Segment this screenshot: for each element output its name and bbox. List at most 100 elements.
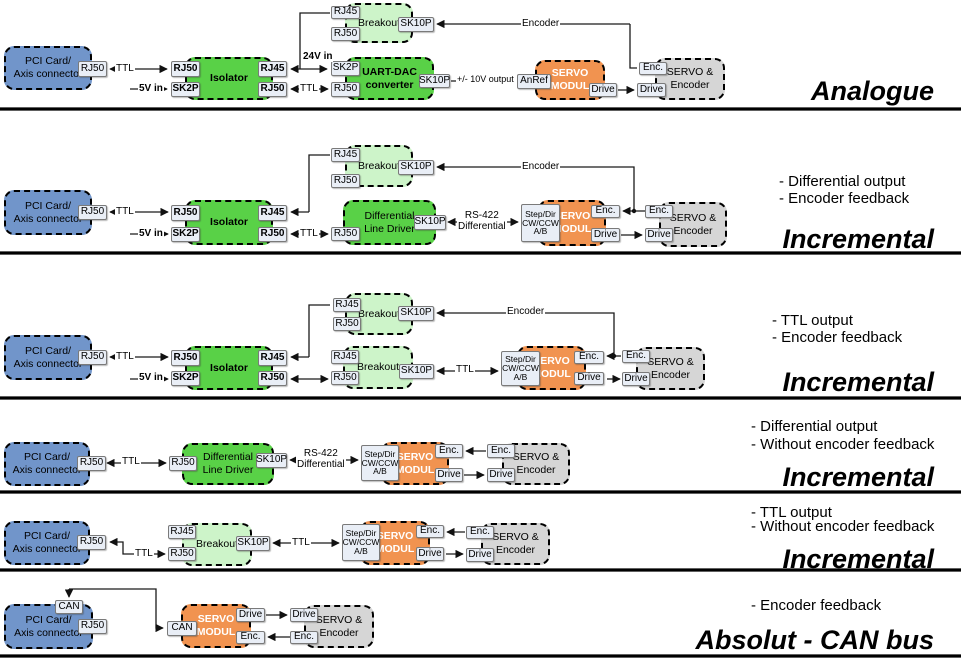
connector-sk10p: SK10P bbox=[398, 160, 434, 175]
wire-label-ttl: TTL bbox=[121, 456, 141, 467]
connector-rj50: RJ50 bbox=[78, 205, 107, 220]
wire bbox=[308, 154, 330, 212]
connector-enc: Enc. bbox=[622, 350, 650, 363]
wire-label-ttl: TTL bbox=[134, 548, 154, 559]
connector-rj45: RJ45 bbox=[333, 298, 361, 312]
connector-enc: Enc. bbox=[236, 631, 265, 644]
wire-label-encoder: Encoder bbox=[521, 18, 561, 29]
connector-sk10p: SK10P bbox=[398, 306, 434, 321]
connector-sk10p: SK10P bbox=[414, 215, 446, 230]
connector-rj45: RJ45 bbox=[258, 205, 287, 221]
row-title-incremental: Incremental bbox=[782, 462, 934, 492]
connector-drive: Drive bbox=[622, 372, 650, 386]
connector-enc: Enc. bbox=[466, 526, 494, 539]
connector-rj50: RJ50 bbox=[258, 82, 287, 97]
connector-rj50: RJ50 bbox=[78, 619, 107, 634]
connector-rj50: RJ50 bbox=[171, 61, 200, 77]
connector-drive: Drive bbox=[487, 468, 515, 482]
connector-can: CAN bbox=[167, 621, 197, 636]
connector-rj50: RJ50 bbox=[169, 456, 197, 471]
connector-drive: Drive bbox=[637, 83, 666, 97]
connector-rj50: RJ50 bbox=[258, 227, 287, 242]
row-title-incremental: Incremental bbox=[782, 367, 934, 397]
connector-rj50: RJ50 bbox=[333, 317, 361, 331]
connector-sk10p: SK10P bbox=[256, 453, 287, 468]
row-title-absolut: Absolut - CAN bus bbox=[695, 625, 934, 655]
connector-enc: Enc. bbox=[435, 444, 463, 458]
connector-sk2p: SK2P bbox=[171, 227, 200, 242]
connector-stepdir: Step/Dir CW/CCW A/B bbox=[501, 351, 540, 386]
feature-bullet: - Without encoder feedback bbox=[751, 436, 935, 453]
connector-enc: Enc. bbox=[290, 631, 318, 644]
connector-stepdir: Step/Dir CW/CCW A/B bbox=[342, 524, 380, 561]
connector-stepdir: Step/Dir CW/CCW A/B bbox=[521, 204, 560, 242]
connector-sk2p: SK2P bbox=[171, 82, 200, 97]
connector-sk2p: SK2P bbox=[171, 371, 200, 386]
wire bbox=[308, 304, 330, 357]
connector-rj50: RJ50 bbox=[331, 227, 360, 241]
pci-card-box: PCI Card/ Axis connector bbox=[4, 190, 92, 235]
connector-drive: Drive bbox=[290, 608, 318, 622]
wire-label-ttl: TTL bbox=[115, 206, 135, 217]
wire-label-encoder: Encoder bbox=[506, 306, 546, 317]
connector-enc: Enc. bbox=[639, 62, 667, 75]
connector-sk2p: SK2P bbox=[331, 61, 360, 76]
wire bbox=[436, 162, 635, 209]
connector-rj50: RJ50 bbox=[258, 371, 287, 386]
connector-rj45: RJ45 bbox=[258, 350, 287, 366]
connector-enc: Enc. bbox=[416, 525, 444, 538]
wire-label-24v: 24V in bbox=[302, 51, 334, 62]
row-title-analogue: Analogue bbox=[810, 76, 934, 106]
connector-drive: Drive bbox=[466, 548, 494, 562]
connector-rj45: RJ45 bbox=[331, 6, 360, 19]
connector-drive: Drive bbox=[589, 83, 617, 97]
connector-rj50: RJ50 bbox=[331, 174, 360, 188]
wire bbox=[436, 308, 615, 354]
pci-card-box: PCI Card/ Axis connector bbox=[4, 521, 90, 565]
connector-rj50: RJ50 bbox=[168, 547, 196, 561]
wire-label-rs422: RS-422 Differential bbox=[457, 210, 507, 232]
diff-line-driver-box: Differential Line Driver bbox=[182, 443, 274, 485]
feature-bullet: - Differential output bbox=[779, 173, 906, 190]
connector-rj45: RJ45 bbox=[258, 61, 287, 77]
wire bbox=[299, 12, 330, 69]
connector-drive: Drive bbox=[416, 547, 444, 561]
wire-label-5v: 5V in bbox=[138, 83, 164, 94]
connector-drive: Drive bbox=[574, 372, 604, 385]
feature-bullet: - TTL output bbox=[772, 312, 853, 329]
connector-drive: Drive bbox=[645, 228, 673, 242]
connector-anref: AnRef bbox=[517, 74, 551, 89]
pci-card-box: PCI Card/ Axis connector bbox=[4, 442, 90, 486]
connector-rj50: RJ50 bbox=[331, 371, 359, 385]
connector-rj50: RJ50 bbox=[171, 205, 200, 221]
connector-enc: Enc. bbox=[591, 205, 620, 218]
wire-junction bbox=[611, 353, 617, 359]
feature-bullet: - Encoder feedback bbox=[751, 597, 882, 614]
connector-sk10p: SK10P bbox=[399, 364, 434, 379]
wire-label-ttl: TTL bbox=[455, 364, 475, 375]
connector-rj45: RJ45 bbox=[331, 350, 359, 364]
connector-rj50: RJ50 bbox=[77, 456, 106, 471]
connector-rj50: RJ50 bbox=[78, 350, 107, 365]
connector-rj50: RJ50 bbox=[331, 27, 360, 41]
wire-junction bbox=[631, 208, 637, 214]
connector-rj45: RJ45 bbox=[168, 525, 196, 539]
feature-bullet: - Encoder feedback bbox=[779, 190, 910, 207]
connector-rj50: RJ50 bbox=[331, 82, 360, 97]
row-title-incremental: Incremental bbox=[782, 224, 934, 254]
wire-label-encoder: Encoder bbox=[521, 161, 561, 172]
connector-rj50: RJ50 bbox=[78, 61, 107, 77]
pci-card-box: PCI Card/ Axis connector bbox=[4, 46, 92, 90]
connector-rj45: RJ45 bbox=[331, 148, 360, 162]
wire-label-ttl: TTL bbox=[299, 83, 319, 94]
feature-bullet: - TTL output bbox=[751, 504, 832, 521]
connector-rj50: RJ50 bbox=[171, 350, 200, 366]
wire-label-10v: +/- 10V output bbox=[456, 74, 515, 85]
connector-sk10p: SK10P bbox=[236, 536, 270, 551]
wire-label-rs422: RS-422 Differential bbox=[296, 448, 346, 470]
connector-enc: Enc. bbox=[574, 351, 604, 364]
wire bbox=[629, 24, 637, 69]
connector-drive: Drive bbox=[236, 608, 265, 622]
connector-enc: Enc. bbox=[645, 205, 673, 218]
